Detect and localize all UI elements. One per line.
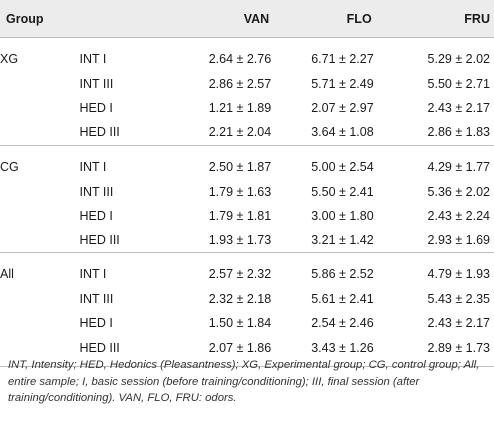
van-cell: 1.93 ± 1.73 [208,233,272,248]
flo-cell: 2.07 ± 2.97 [311,101,374,116]
fru-cell: 5.50 ± 2.71 [427,77,490,92]
header-fru: FRU [377,0,494,38]
group-cell: All [0,252,80,288]
measure-cell: HED III [79,125,120,140]
fru-cell: 2.93 ± 1.69 [427,233,490,248]
group-cell: XG [0,52,19,66]
flo-cell: 3.64 ± 1.08 [311,125,374,140]
flo-cell: 5.71 ± 2.49 [311,77,374,92]
fru-cell: 2.86 ± 1.83 [427,125,490,140]
group-cell [0,335,80,367]
flo-cell: 5.00 ± 2.54 [275,144,378,180]
table-row: INT III 2.86 ± 2.57 5.71 ± 2.49 5.50 ± 2.71 [0,72,494,96]
flo-cell: 3.00 ± 1.80 [311,208,374,223]
group-cell [0,204,79,228]
results-table: Group VAN FLO FRU XG INT I 2.64 ± 2.76 6.71… [0,0,494,367]
group-cell [0,228,79,253]
fru-cell: 4.79 ± 1.93 [377,252,494,288]
flo-cell: 3.21 ± 1.42 [311,233,374,248]
table-row: All INT I 2.57 ± 2.32 5.86 ± 2.52 4.79 ± 1.9… [0,252,494,288]
measure-cell: INT I [79,144,175,180]
fru-cell: 2.43 ± 2.17 [427,101,490,116]
table-row: INT III 2.32 ± 2.18 5.61 ± 2.41 5.43 ± 2.35 [0,287,494,311]
table-row: HED I 1.79 ± 1.81 3.00 ± 1.80 2.43 ± 2.24 [0,204,494,228]
group-cell [0,180,79,204]
flo-cell: 3.43 ± 1.26 [275,335,378,367]
group-cell [0,311,79,335]
fru-cell: 5.43 ± 2.35 [427,292,490,307]
measure-cell: HED III [79,335,175,367]
van-cell: 1.21 ± 1.89 [208,101,272,116]
group-cell [0,72,79,96]
fru-cell: 5.36 ± 2.02 [427,184,490,199]
measure-cell: HED III [79,233,120,248]
flo-cell: 5.86 ± 2.52 [275,252,378,288]
measure-cell: INT I [79,52,107,66]
flo-cell: 5.50 ± 2.41 [311,184,374,199]
table-row: HED I 1.21 ± 1.89 2.07 ± 2.97 2.43 ± 2.17 [0,96,494,120]
table-body: XG INT I 2.64 ± 2.76 6.71 ± 2.27 5.29 ± 2.02… [0,38,494,367]
table-row: INT III 1.79 ± 1.63 5.50 ± 2.41 5.36 ± 2.02 [0,180,494,204]
measure-cell: HED I [79,208,113,223]
table-row: HED I 1.50 ± 1.84 2.54 ± 2.46 2.43 ± 2.17 [0,311,494,335]
van-cell: 2.50 ± 1.87 [174,144,276,180]
van-cell: 2.21 ± 2.04 [208,125,272,140]
measure-cell: INT III [79,184,114,199]
van-cell: 2.07 ± 1.86 [174,335,276,367]
header-group: Group [0,0,80,38]
header-flo: FLO [275,0,378,38]
fru-cell: 5.29 ± 2.02 [427,52,490,66]
group-cell [0,287,79,311]
van-cell: 1.50 ± 1.84 [208,316,272,331]
fru-cell: 2.89 ± 1.73 [377,335,494,367]
flo-cell: 2.54 ± 2.46 [311,316,374,331]
measure-cell: INT III [79,77,114,92]
van-cell: 1.79 ± 1.81 [208,208,272,223]
group-cell [0,96,79,120]
van-cell: 2.57 ± 2.32 [174,252,276,288]
measure-cell: HED I [79,101,113,116]
table-row: XG INT I 2.64 ± 2.76 6.71 ± 2.27 5.29 ± 2.02 [0,38,494,73]
measure-cell: INT III [79,292,114,307]
van-cell: 2.86 ± 2.57 [208,77,272,92]
group-cell [0,120,79,145]
header-van: VAN [174,0,276,38]
table-row: HED III 2.07 ± 1.86 3.43 ± 1.26 2.89 ± 1.73 [0,335,494,367]
van-cell: 1.79 ± 1.63 [208,184,272,199]
fru-cell: 2.43 ± 2.17 [427,316,490,331]
van-cell: 2.32 ± 2.18 [208,292,272,307]
table-footnote: INT, Intensity; HED, Hedonics (Pleasantn… [8,359,480,404]
fru-cell: 4.29 ± 1.77 [377,144,494,180]
measure-cell: INT I [79,252,175,288]
table-row: HED III 2.21 ± 2.04 3.64 ± 1.08 2.86 ± 1.83 [0,120,494,145]
flo-cell: 6.71 ± 2.27 [311,52,374,66]
measure-cell: HED I [79,316,113,331]
header-measure [79,0,175,38]
header-row: Group VAN FLO FRU [0,0,494,38]
group-cell: CG [0,144,80,180]
van-cell: 2.64 ± 2.76 [208,52,272,66]
table-row: CG INT I 2.50 ± 1.87 5.00 ± 2.54 4.29 ± 1.77 [0,144,494,180]
table-row: HED III 1.93 ± 1.73 3.21 ± 1.42 2.93 ± 1.69 [0,228,494,253]
flo-cell: 5.61 ± 2.41 [311,292,374,307]
fru-cell: 2.43 ± 2.24 [427,208,490,223]
